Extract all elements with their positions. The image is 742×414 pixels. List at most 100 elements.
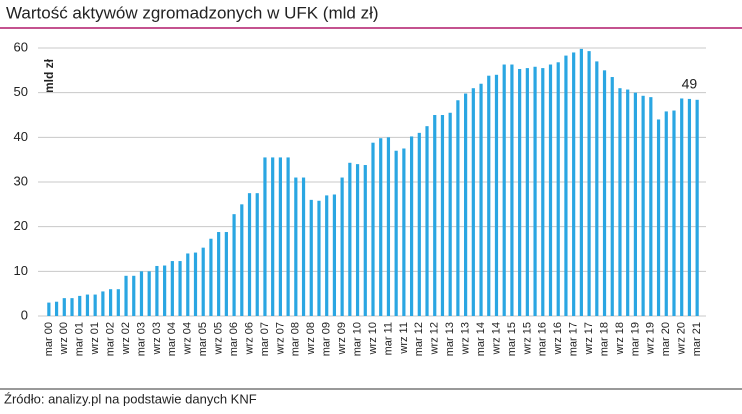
bar — [595, 61, 599, 317]
x-tick-label: wrz 07 — [274, 322, 286, 355]
bar — [47, 302, 51, 316]
bar — [363, 165, 367, 316]
chart-title: Wartość aktywów zgromadzonych w UFK (mld… — [6, 3, 379, 22]
bar — [163, 265, 167, 316]
bar — [109, 289, 113, 316]
bar — [193, 252, 198, 316]
x-tick-label: wrz 13 — [460, 322, 472, 355]
x-tick-label: wrz 05 — [213, 322, 225, 355]
bar — [456, 100, 460, 316]
bar — [371, 142, 375, 316]
bar — [487, 75, 491, 317]
bar — [394, 150, 398, 316]
bar — [386, 137, 391, 316]
value-label: 49 — [682, 76, 698, 92]
bar — [186, 253, 190, 316]
x-tick-label: mar 17 — [568, 322, 580, 356]
x-tick-label: wrz 14 — [490, 322, 502, 355]
bar — [587, 51, 591, 316]
x-tick-label: wrz 02 — [120, 322, 132, 355]
bar — [85, 294, 90, 316]
bar — [672, 110, 676, 317]
x-tick-label: mar 10 — [351, 322, 363, 356]
bar — [502, 64, 506, 316]
y-tick-label: 40 — [14, 129, 28, 144]
bar — [263, 157, 267, 316]
x-tick-label: mar 19 — [629, 322, 641, 356]
bar — [479, 83, 483, 316]
bar — [649, 97, 653, 316]
x-tick-label: mar 05 — [197, 322, 209, 356]
x-tick-label: wrz 17 — [583, 322, 595, 355]
x-tick-label: mar 14 — [475, 322, 487, 356]
x-tick-label: mar 01 — [74, 322, 86, 356]
bar — [641, 95, 645, 316]
x-tick-label: mar 09 — [321, 322, 333, 356]
bar — [618, 88, 622, 316]
bar — [402, 148, 406, 316]
source: Źródło: analizy.pl na podstawie danych K… — [4, 391, 257, 406]
x-tick-label: wrz 00 — [58, 322, 70, 355]
bar — [518, 68, 522, 316]
bar — [294, 177, 298, 316]
y-tick-label: 60 — [14, 39, 28, 54]
bar — [101, 291, 105, 316]
x-tick-label: mar 13 — [444, 322, 456, 356]
bar — [664, 111, 668, 316]
bar — [379, 138, 383, 316]
bar — [209, 238, 213, 316]
bar — [309, 199, 313, 316]
x-tick-label: mar 00 — [43, 322, 55, 356]
y-tick-label: 50 — [14, 84, 28, 99]
x-tick-label: wrz 11 — [398, 322, 410, 355]
x-tick-label: mar 08 — [290, 322, 302, 356]
bar — [271, 157, 275, 316]
x-tick-label: mar 18 — [598, 322, 610, 356]
x-tick-label: wrz 08 — [305, 322, 317, 355]
bar — [626, 89, 630, 316]
bar — [680, 98, 684, 317]
y-tick-label: 0 — [21, 307, 28, 322]
bar — [355, 164, 360, 316]
bar — [132, 275, 136, 316]
bar — [70, 298, 74, 316]
bar — [78, 295, 82, 316]
y-tick-label: 10 — [14, 263, 28, 278]
y-tick-label: 20 — [14, 218, 28, 233]
x-tick-label: mar 16 — [537, 322, 549, 356]
x-tick-label: mar 20 — [660, 322, 672, 356]
bar — [610, 77, 614, 317]
x-tick-label: wrz 20 — [676, 322, 688, 355]
x-tick-label: wrz 04 — [182, 322, 194, 355]
bar — [224, 232, 228, 316]
bar — [247, 193, 252, 316]
bar — [178, 261, 182, 316]
x-tick-label: mar 03 — [135, 322, 147, 356]
bar — [556, 62, 560, 316]
x-tick-label: mar 15 — [506, 322, 518, 356]
bar — [317, 200, 321, 316]
bar — [494, 74, 499, 316]
x-tick-label: mar 11 — [382, 322, 394, 355]
bar — [417, 132, 421, 316]
bar — [286, 157, 290, 316]
bar — [139, 271, 144, 316]
bar — [54, 301, 59, 316]
bar — [464, 93, 468, 316]
x-tick-label: wrz 18 — [614, 322, 626, 355]
bar — [448, 112, 452, 317]
bar — [656, 119, 661, 316]
bar — [533, 66, 537, 316]
bar — [116, 289, 120, 316]
bar — [217, 232, 221, 316]
bar — [433, 115, 437, 316]
bar — [155, 265, 159, 316]
bar — [325, 195, 329, 316]
bar — [564, 55, 568, 317]
bar — [255, 193, 259, 316]
bar — [602, 70, 607, 316]
bar — [124, 275, 128, 316]
x-tick-label: wrz 16 — [552, 322, 564, 355]
bar — [348, 162, 352, 316]
